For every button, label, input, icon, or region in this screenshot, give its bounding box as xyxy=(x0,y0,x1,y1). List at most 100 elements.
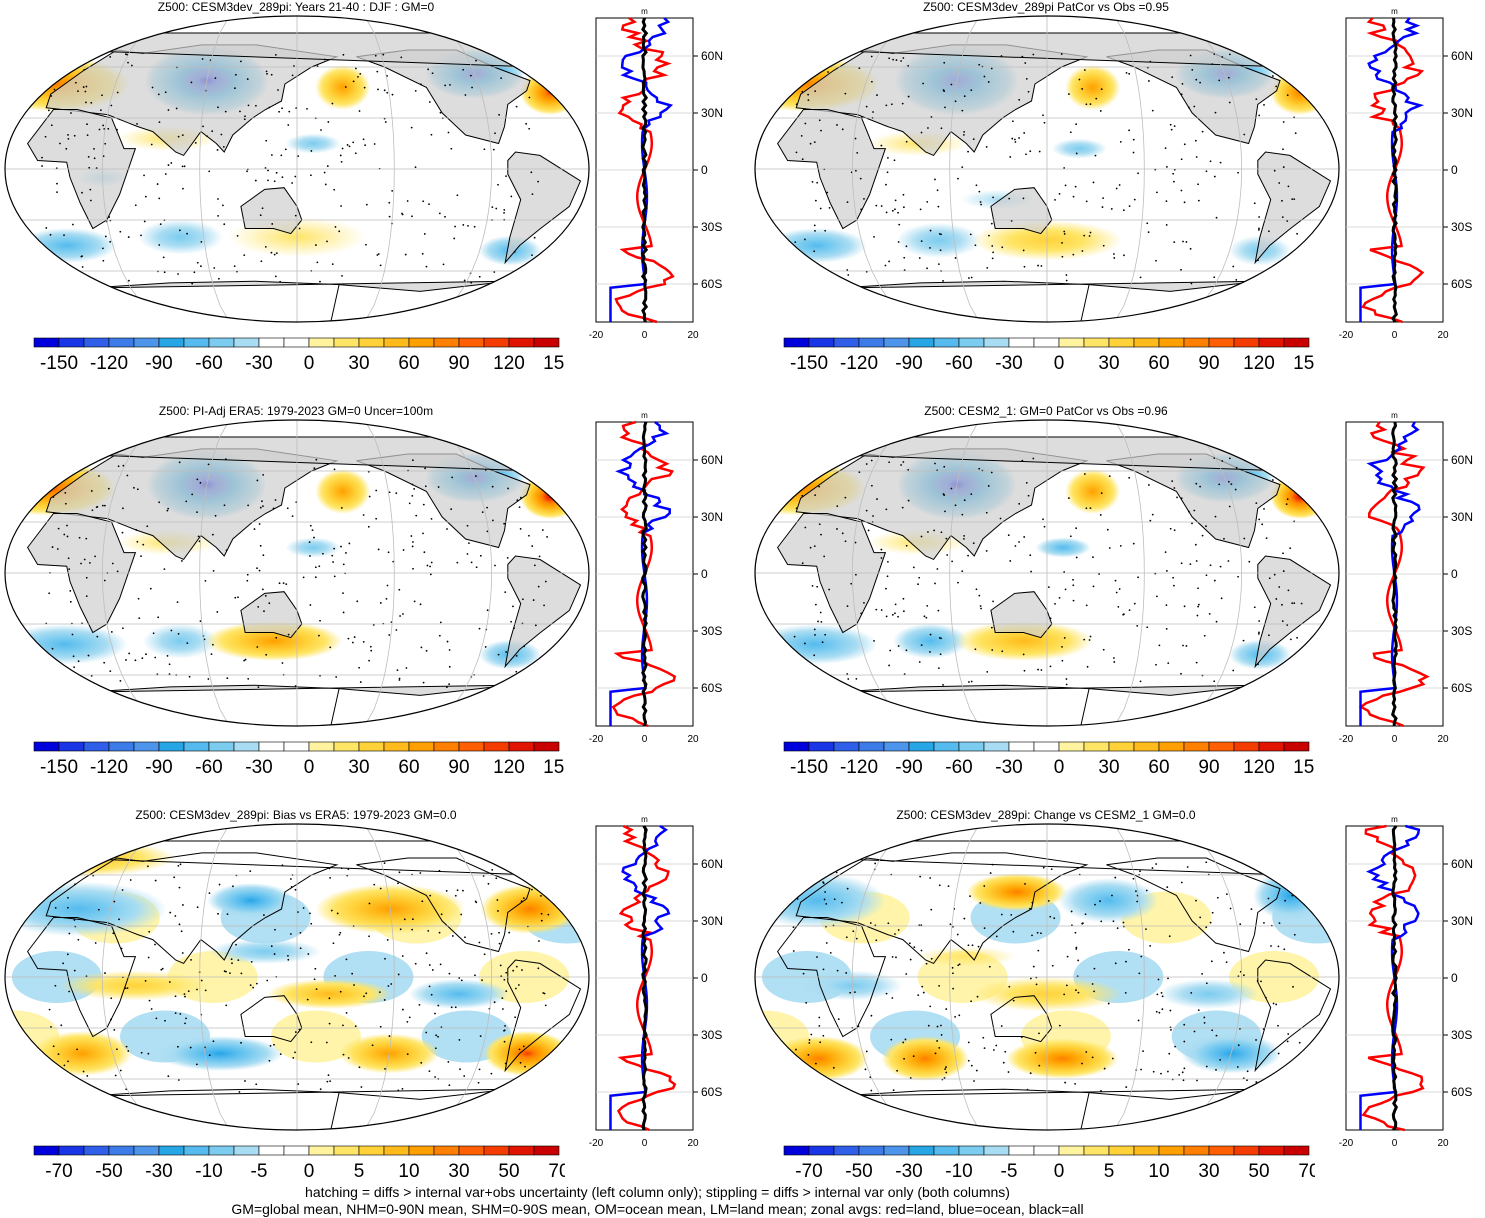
stipple-dot xyxy=(47,109,50,112)
stipple-dot xyxy=(1137,1019,1140,1022)
stipple-dot xyxy=(1093,990,1095,993)
stipple-dot xyxy=(909,958,912,961)
colorbar-swatch xyxy=(1283,1145,1310,1156)
stipple-dot xyxy=(68,990,71,993)
stipple-dot xyxy=(920,644,923,647)
stipple-dot xyxy=(884,264,887,267)
stipple-dot xyxy=(1195,156,1198,158)
stipple-dot xyxy=(340,506,343,509)
stipple-dot xyxy=(804,526,807,529)
colorbar-label: 90 xyxy=(1198,757,1219,778)
stipple-dot xyxy=(1286,94,1289,97)
stipple-dot xyxy=(275,252,278,255)
zonal-unit-label: m xyxy=(641,815,648,824)
stipple-dot xyxy=(1199,485,1202,488)
stipple-dot xyxy=(330,909,333,912)
stipple-dot xyxy=(246,78,249,80)
stipple-dot xyxy=(1218,79,1221,82)
stipple-dot xyxy=(1228,53,1231,56)
stipple-dot xyxy=(1081,250,1084,252)
stipple-dot xyxy=(870,1089,873,1092)
colorbar-swatch xyxy=(1258,741,1285,752)
stipple-dot xyxy=(287,958,290,961)
colorbar-label: 0 xyxy=(1054,1161,1065,1182)
stipple-dot xyxy=(970,89,973,92)
field-anomaly xyxy=(483,1031,572,1076)
stipple-dot xyxy=(70,112,72,114)
stipple-dot xyxy=(422,200,425,203)
stipple-dot xyxy=(430,561,433,564)
stipple-dot xyxy=(1187,106,1190,109)
stipple-dot xyxy=(1295,265,1298,268)
stipple-dot xyxy=(478,627,481,630)
stipple-dot xyxy=(474,475,477,477)
stipple-dot xyxy=(850,582,853,585)
colorbar-label: -50 xyxy=(845,1161,872,1182)
stipple-dot xyxy=(1128,129,1130,132)
stipple-dot xyxy=(313,467,316,470)
stipple-dot xyxy=(1260,980,1262,983)
stipple-dot xyxy=(82,86,85,88)
stipple-dot xyxy=(122,464,125,467)
stipple-dot xyxy=(501,997,504,1000)
stipple-dot xyxy=(405,667,408,669)
stipple-dot xyxy=(836,969,839,972)
stipple-dot xyxy=(546,536,548,538)
colorbar-swatch xyxy=(833,337,860,348)
colorbar-swatch xyxy=(308,741,335,752)
continent-outline xyxy=(504,555,582,669)
stipple-dot xyxy=(1058,1024,1061,1027)
stipple-dot xyxy=(1180,881,1183,884)
stipple-dot xyxy=(1255,1039,1257,1041)
stipple-dot xyxy=(820,457,823,460)
stipple-dot xyxy=(902,206,905,209)
stipple-dot xyxy=(177,632,180,635)
stipple-dot xyxy=(919,208,922,211)
stipple-dot xyxy=(474,974,476,977)
stipple-dot xyxy=(813,545,816,548)
stipple-dot xyxy=(101,94,103,97)
stipple-dot xyxy=(459,1068,461,1071)
stipple-dot xyxy=(1100,88,1103,91)
stipple-dot xyxy=(1023,132,1026,134)
stipple-dot xyxy=(496,899,499,901)
stipple-dot xyxy=(314,967,317,970)
zonal-lat-label: 60N xyxy=(1451,453,1473,467)
stipple-dot xyxy=(1209,160,1212,163)
stipple-dot xyxy=(478,1068,481,1071)
stipple-dot xyxy=(1271,75,1274,77)
stipple-dot xyxy=(438,931,441,934)
stipple-dot xyxy=(424,467,427,470)
stipple-dot xyxy=(1107,1002,1110,1005)
stipple-dot xyxy=(278,582,281,585)
stipple-dot xyxy=(191,493,194,496)
longitude-line xyxy=(1114,16,1145,322)
stipple-dot xyxy=(1164,551,1167,553)
stipple-dot xyxy=(164,1019,166,1022)
stipple-dot xyxy=(85,576,88,579)
stipple-dot xyxy=(340,205,342,207)
colorbar-swatch xyxy=(258,1145,285,1156)
field-patch xyxy=(270,1010,361,1063)
stipple-dot xyxy=(1193,105,1196,108)
zonal-unit-label: m xyxy=(641,7,648,16)
stipple-dot xyxy=(1189,458,1192,461)
stipple-dot xyxy=(532,875,534,878)
stipple-dot xyxy=(1166,886,1169,889)
stipple-dot xyxy=(429,573,432,576)
stipple-dot xyxy=(463,1075,466,1077)
stipple-dot xyxy=(1219,1058,1222,1061)
colorbar-label: 5 xyxy=(1104,1161,1115,1182)
stipple-dot xyxy=(150,1008,153,1010)
stipple-dot xyxy=(927,1024,930,1027)
stipple-dot xyxy=(989,872,992,874)
stipple-dot xyxy=(846,673,849,675)
stipple-dot xyxy=(918,576,921,579)
stipple-dot xyxy=(334,975,336,977)
stipple-dot xyxy=(386,939,389,941)
colorbar-swatch xyxy=(208,337,235,348)
stipple-dot xyxy=(1218,483,1221,486)
stipple-dot xyxy=(60,1024,63,1027)
field-anomaly xyxy=(1058,878,1159,923)
stipple-dot xyxy=(445,686,448,689)
